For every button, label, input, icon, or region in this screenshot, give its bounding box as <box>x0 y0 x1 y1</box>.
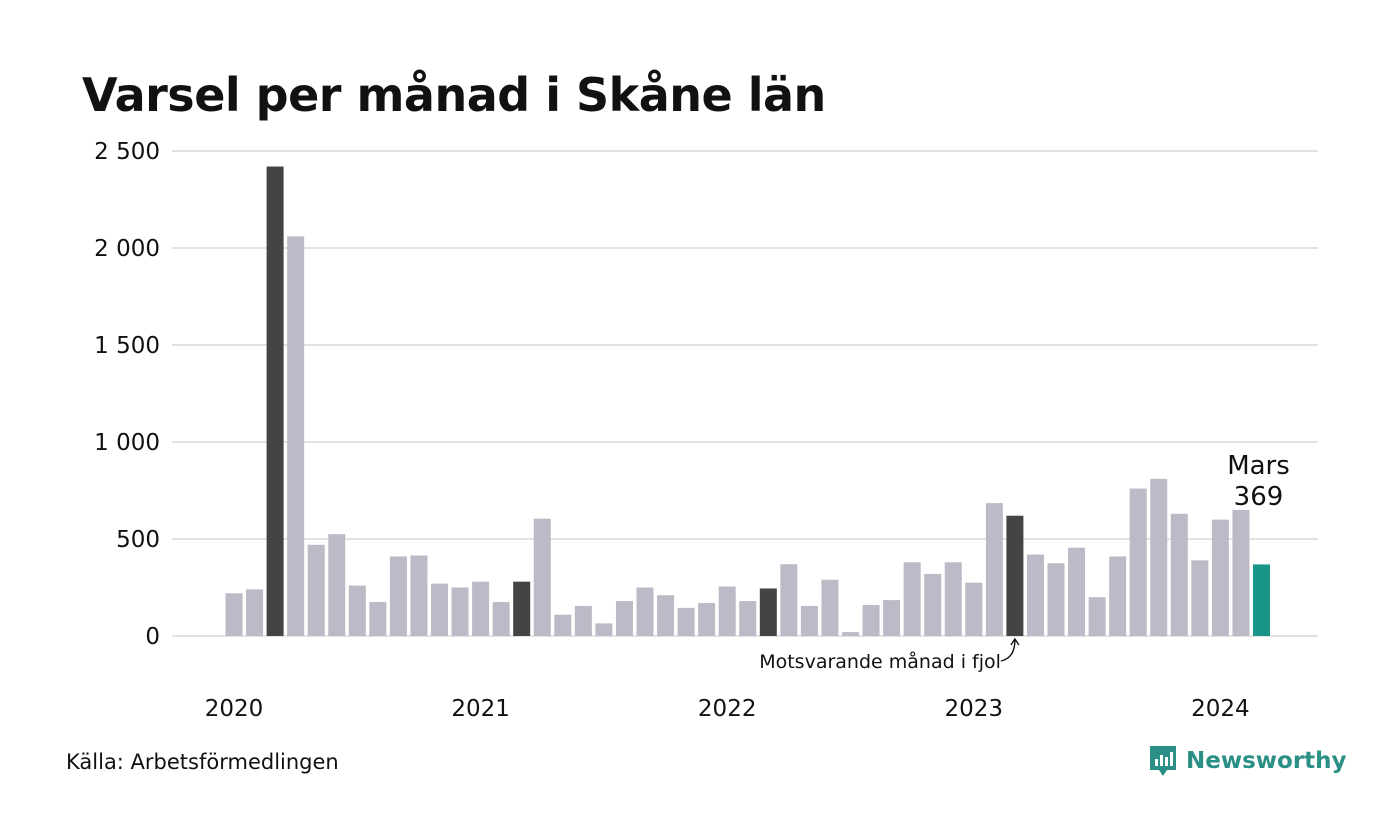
bar <box>924 573 942 636</box>
bar <box>677 607 695 636</box>
bar <box>225 593 243 636</box>
callout-month-label: Mars <box>1227 451 1290 481</box>
bar <box>307 544 325 636</box>
bar <box>903 562 921 636</box>
bar <box>431 583 448 636</box>
y-tick-label: 1 000 <box>94 430 160 456</box>
bar <box>800 605 818 636</box>
bar <box>1150 478 1168 636</box>
newsworthy-logo-icon <box>1150 746 1176 776</box>
bar <box>657 595 675 636</box>
brand-name: Newsworthy <box>1186 748 1347 774</box>
bar <box>1047 563 1065 636</box>
bar <box>718 586 736 636</box>
bar <box>1068 547 1086 636</box>
callout-value-label: 369 <box>1234 482 1284 512</box>
bar <box>985 503 1003 636</box>
bar <box>883 600 901 636</box>
bar <box>821 579 839 636</box>
bar <box>1006 515 1024 636</box>
bar <box>1088 597 1106 636</box>
bar <box>348 585 366 636</box>
bar <box>492 602 510 636</box>
y-tick-label: 500 <box>116 527 160 553</box>
y-tick-label: 0 <box>145 624 160 650</box>
bar <box>513 581 531 636</box>
annotations: Mars 369 Motsvarande månad i fjol <box>759 451 1290 673</box>
bar <box>862 604 880 636</box>
y-tick-label: 2 500 <box>94 139 160 165</box>
bar <box>944 562 962 636</box>
x-tick-label: 2020 <box>205 696 264 722</box>
bar <box>1109 556 1127 636</box>
bar <box>410 555 428 636</box>
bar <box>965 582 983 636</box>
bar <box>369 602 387 636</box>
y-axis: 0 500 1 000 1 500 2 000 2 500 <box>94 139 160 650</box>
bar <box>389 556 407 636</box>
y-tick-label: 2 000 <box>94 236 160 262</box>
bar <box>451 587 469 636</box>
bar <box>1026 554 1044 636</box>
bar <box>1191 560 1209 636</box>
x-axis: 2020 2021 2022 2023 2024 <box>205 696 1250 722</box>
bar <box>842 632 859 636</box>
bar <box>1170 513 1188 636</box>
bar <box>780 564 798 636</box>
bar <box>636 587 654 636</box>
bars <box>225 166 1270 637</box>
y-tick-label: 1 500 <box>94 333 160 359</box>
bar <box>739 601 757 636</box>
bar <box>1211 519 1229 636</box>
bar <box>595 623 613 636</box>
annotation-arrow <box>1000 637 1020 662</box>
x-tick-label: 2023 <box>945 696 1004 722</box>
brand-logo: Newsworthy <box>1148 744 1347 778</box>
same-month-last-year-annotation: Motsvarande månad i fjol <box>759 650 1001 673</box>
bar <box>533 518 551 636</box>
bar <box>328 534 346 636</box>
bar <box>698 603 716 636</box>
bar <box>287 236 305 637</box>
chart-title: Varsel per månad i Skåne län <box>82 68 826 122</box>
x-tick-label: 2024 <box>1191 696 1250 722</box>
bar <box>1129 488 1147 636</box>
bar <box>472 581 490 636</box>
bar <box>554 614 572 636</box>
bar <box>759 588 777 636</box>
bar <box>1253 564 1270 636</box>
bar <box>615 601 633 636</box>
bar <box>246 589 264 636</box>
bar <box>266 166 284 636</box>
x-tick-label: 2021 <box>451 696 510 722</box>
bar <box>1232 509 1250 636</box>
x-tick-label: 2022 <box>698 696 757 722</box>
bar <box>574 605 592 636</box>
source-label: Källa: Arbetsförmedlingen <box>66 750 339 774</box>
